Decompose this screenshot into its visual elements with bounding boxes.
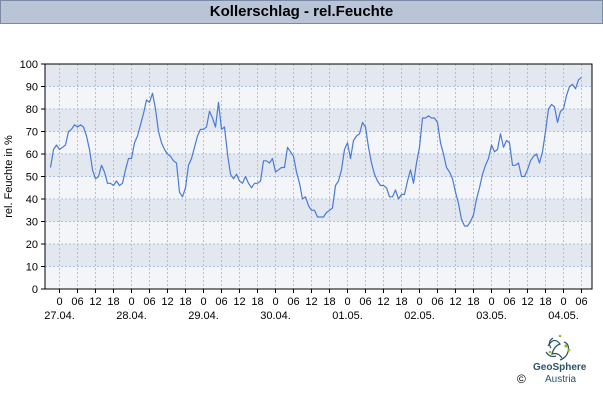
x-hour-label: 06: [575, 296, 587, 308]
x-hour-label: 18: [179, 296, 191, 308]
x-hour-label: 0: [344, 296, 350, 308]
y-tick-label: 50: [26, 172, 38, 184]
y-tick-label: 70: [26, 127, 38, 139]
band-10: [45, 244, 592, 267]
band-30: [45, 199, 592, 222]
x-hour-label: 12: [377, 296, 389, 308]
y-tick-label: 90: [26, 82, 38, 94]
x-hour-label: 18: [539, 296, 551, 308]
y-tick-label: 0: [32, 284, 38, 296]
x-hour-label: 0: [56, 296, 62, 308]
copyright-symbol: ©: [517, 372, 526, 386]
y-tick-label: 100: [20, 59, 38, 71]
x-hour-label: 18: [323, 296, 335, 308]
x-hour-label: 12: [305, 296, 317, 308]
x-hour-label: 06: [143, 296, 155, 308]
x-hour-label: 12: [89, 296, 101, 308]
y-tick-label: 60: [26, 149, 38, 161]
x-hour-label: 06: [71, 296, 83, 308]
band-90: [45, 64, 592, 87]
chart-title: Kollerschlag - rel.Feuchte: [209, 3, 394, 20]
x-hour-label: 06: [359, 296, 371, 308]
band-50: [45, 154, 592, 177]
x-hour-label: 12: [521, 296, 533, 308]
x-date-label: 03.05.: [476, 310, 507, 322]
x-hour-label: 12: [233, 296, 245, 308]
x-hour-label: 18: [107, 296, 119, 308]
x-hour-label: 0: [200, 296, 206, 308]
y-tick-label: 40: [26, 194, 38, 206]
x-date-label: 04.05.: [548, 310, 579, 322]
x-hour-label: 06: [215, 296, 227, 308]
y-axis-ticks: 0 10 20 30 40 50 60 70 80 90 100: [20, 59, 45, 296]
x-hour-label: 06: [431, 296, 443, 308]
humidity-series: [49, 77, 582, 227]
logo-subtitle: Austria: [545, 374, 577, 385]
x-date-label: 27.04.: [44, 310, 75, 322]
x-hour-label: 0: [488, 296, 494, 308]
x-date-label: 29.04.: [188, 310, 219, 322]
y-tick-label: 30: [26, 217, 38, 229]
x-hour-label: 0: [272, 296, 278, 308]
geosphere-logo-icon: [545, 334, 571, 361]
x-date-label: 30.04.: [260, 310, 291, 322]
y-tick-label: 10: [26, 262, 38, 274]
x-hour-label: 0: [416, 296, 422, 308]
x-hour-label: 12: [449, 296, 461, 308]
x-axis-ticks: 0 06 12 18 0 06 12 18 0 06 12 18 0 06 12 18 0 06 12 18 0 06 12…: [44, 289, 588, 322]
band-20: [45, 221, 592, 244]
y-tick-label: 80: [26, 104, 38, 116]
x-date-label: 01.05.: [332, 310, 363, 322]
x-hour-label: 12: [161, 296, 173, 308]
x-date-label: 28.04.: [116, 310, 147, 322]
x-hour-label: 06: [287, 296, 299, 308]
x-hour-label: 06: [503, 296, 515, 308]
y-axis-label: rel. Feuchte in %: [3, 135, 15, 218]
band-40: [45, 176, 592, 199]
x-hour-label: 18: [251, 296, 263, 308]
logo-name: GeoSphere: [533, 362, 587, 373]
series-line-0: [49, 77, 582, 227]
y-tick-label: 20: [26, 239, 38, 251]
x-hour-label: 18: [395, 296, 407, 308]
chart-title-bar: Kollerschlag - rel.Feuchte: [0, 0, 603, 24]
x-hour-label: 0: [560, 296, 566, 308]
x-hour-label: 0: [128, 296, 134, 308]
x-hour-label: 18: [467, 296, 479, 308]
x-date-label: 02.05.: [404, 310, 435, 322]
